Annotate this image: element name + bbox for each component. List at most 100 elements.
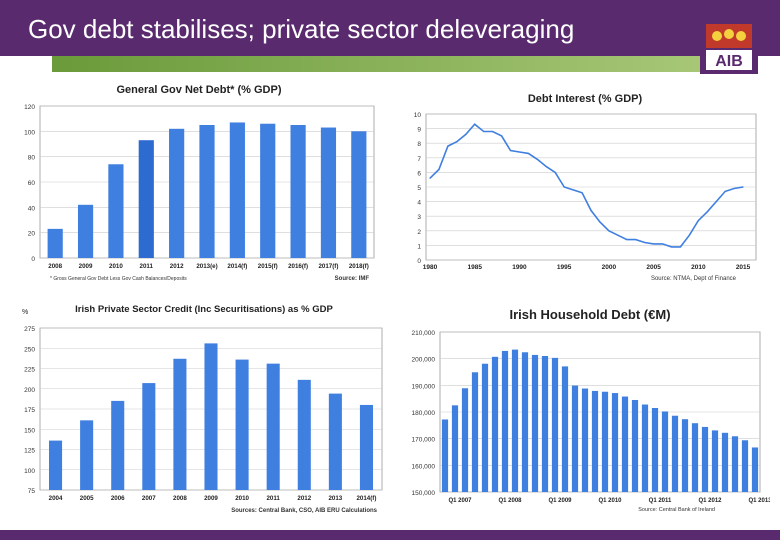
bar-2012 [297,379,311,490]
bar [551,357,559,492]
bar-2008 [173,358,187,490]
y-tick-label: 20 [28,231,36,238]
y-tick-label: 125 [24,448,35,455]
y-tick-label: 100 [24,129,35,136]
bar [701,426,709,492]
x-tick-label: 2012 [297,495,311,502]
x-tick-label: 2009 [204,495,218,502]
bar [541,356,549,492]
x-tick-label: 2013 [328,495,342,502]
bar [651,408,659,492]
bar-2009 [204,343,218,490]
data-point [527,152,529,155]
bar [581,388,589,492]
bar [451,405,459,492]
y-tick-label: 250 [24,346,35,353]
y-tick-label: 175 [24,407,35,414]
y-tick-label: 150 [24,427,35,434]
y-tick-label: 180,000 [412,410,436,417]
bar-2005 [80,420,94,490]
x-tick-label: 2005 [646,264,661,271]
bar-2014(f) [229,122,245,258]
chart-title: Irish Household Debt (€M) [509,307,670,322]
data-point [661,243,664,245]
bar [591,390,599,492]
title-bar: Gov debt stabilises; private sector dele… [0,0,780,56]
y-tick-label: 170,000 [412,437,436,444]
bar [511,349,519,492]
y-tick-label: 190,000 [412,383,436,390]
y-tick-label: 210,000 [412,330,436,337]
bar-2013(e) [199,125,215,258]
x-tick-label: 2016(f) [288,263,308,270]
source-note: Source: IMF [335,276,370,282]
footer-bar [0,530,780,540]
y-tick-label: 1 [417,243,421,250]
y-tick-label: 75 [28,488,36,495]
bar-2004 [49,440,63,490]
y-tick-label: 40 [28,205,36,212]
svg-text:AIB: AIB [715,53,743,70]
slide-title: Gov debt stabilises; private sector dele… [28,14,575,44]
y-tick-label: 6 [417,170,421,177]
x-tick-label: Q1 2013 [748,498,770,504]
y-tick-label: 8 [417,141,421,148]
data-point [742,186,744,188]
x-tick-label: 2008 [173,495,187,502]
source-note: Source: NTMA, Dept of Finance [651,276,737,282]
y-tick-label: 0 [31,256,35,263]
x-tick-label: 2005 [80,495,94,502]
bar-2007 [142,383,156,490]
bar [741,440,749,492]
data-point [563,186,565,188]
y-tick-label: 0 [417,258,421,265]
bar-2012 [169,128,185,258]
data-point [518,151,521,153]
chart-title: General Gov Net Debt* (% GDP) [116,84,281,96]
y-tick-label: 60 [28,180,36,187]
x-tick-label: 2000 [602,264,617,271]
x-tick-label: 2009 [79,263,93,270]
y-tick-label: 160,000 [412,463,436,470]
y-tick-label: 7 [417,156,421,163]
x-tick-label: 2011 [266,495,280,502]
bar [571,385,579,492]
x-tick-label: 1985 [467,264,482,271]
bar-2009 [77,204,94,258]
data-point [509,149,512,152]
y-tick-label: 200,000 [412,357,436,364]
x-tick-label: 2015 [736,264,751,271]
bar-2008 [47,228,63,258]
x-tick-label: 2015(f) [258,263,278,270]
bar-2018(f) [351,131,367,258]
bar [611,393,619,492]
data-point [581,192,583,194]
bar [471,372,479,492]
x-tick-label: 1995 [557,264,572,271]
y-tick-label: 100 [24,468,35,475]
data-point [688,234,690,236]
x-tick-label: 2011 [140,263,154,270]
y-axis-label: % [22,309,28,316]
data-point [599,221,601,223]
bar [561,366,569,492]
data-point [590,209,592,211]
bar [501,350,509,492]
data-point [644,241,646,244]
data-point [635,238,637,241]
data-point [670,246,673,248]
aib-logo: AIB [700,18,758,74]
data-point [626,238,628,241]
data-point [545,165,547,168]
bar-2010 [235,359,249,490]
x-tick-label: Q1 2011 [649,498,672,504]
bar [691,423,699,492]
bar-2013 [328,393,342,490]
bar-2006 [111,400,125,490]
bar [441,419,449,492]
data-point [465,133,467,136]
bar-2011 [138,140,154,258]
private-credit-chart: Irish Private Sector Credit (Inc Securit… [22,304,383,514]
series-line [429,123,744,248]
x-tick-label: 2014(f) [227,263,247,270]
